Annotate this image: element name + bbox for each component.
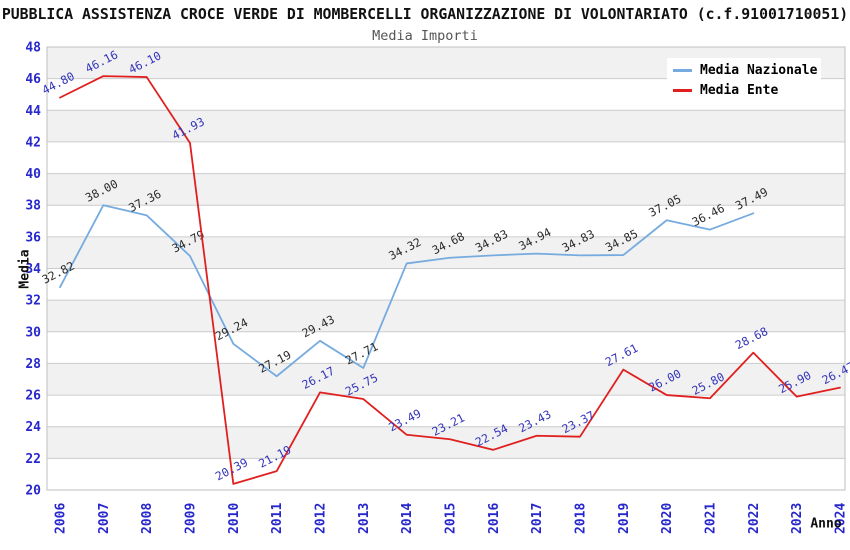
svg-text:2014: 2014 [400, 503, 415, 534]
svg-text:2023: 2023 [790, 503, 805, 534]
svg-text:48: 48 [25, 41, 41, 56]
svg-text:2011: 2011 [270, 503, 285, 534]
svg-text:2012: 2012 [314, 503, 329, 534]
x-axis-ticks: 2006 2007 2008 2009 2010 2011 2012 2013 2014 2015… [54, 503, 849, 534]
svg-text:20: 20 [25, 484, 41, 499]
svg-text:44: 44 [25, 104, 41, 119]
svg-text:2015: 2015 [444, 503, 459, 534]
svg-text:24: 24 [25, 420, 41, 435]
svg-text:42: 42 [25, 135, 41, 150]
svg-text:2016: 2016 [487, 503, 502, 534]
svg-text:2021: 2021 [704, 503, 719, 534]
svg-text:2013: 2013 [357, 503, 372, 534]
svg-text:2009: 2009 [184, 503, 199, 534]
legend-label-media-ente: Media Ente [700, 82, 779, 98]
chart-legend: Media Nazionale Media Ente [667, 58, 821, 104]
svg-text:2008: 2008 [140, 503, 155, 534]
svg-text:40: 40 [25, 167, 41, 182]
plot-border [46, 46, 846, 491]
chart-title: PUBBLICA ASSISTENZA CROCE VERDE DI MOMBE… [1, 6, 849, 23]
legend-item-media-nazionale: Media Nazionale [673, 60, 821, 80]
svg-text:2020: 2020 [660, 503, 675, 534]
y-axis-title: Media [17, 249, 33, 289]
y-axis-ticks: 20 22 24 26 28 30 32 34 36 38 40 42 44 46 48 [25, 41, 41, 499]
svg-text:46: 46 [25, 72, 41, 87]
svg-text:26: 26 [25, 389, 41, 404]
svg-text:2017: 2017 [530, 503, 545, 534]
media-ente-line-swatch [673, 88, 692, 92]
svg-text:30: 30 [25, 325, 41, 340]
x-axis-title: Anno [810, 516, 842, 532]
svg-text:22: 22 [25, 452, 41, 467]
svg-text:36: 36 [25, 230, 41, 245]
media-nazionale-line-swatch [673, 68, 692, 72]
svg-text:2024: 2024 [834, 503, 849, 534]
svg-text:32: 32 [25, 294, 41, 309]
svg-text:2006: 2006 [54, 503, 69, 534]
svg-text:2019: 2019 [617, 503, 632, 534]
legend-item-media-ente: Media Ente [673, 80, 821, 100]
chart-subtitle: Media Importi [372, 28, 478, 44]
svg-text:2018: 2018 [574, 503, 589, 534]
legend-label-media-nazionale: Media Nazionale [700, 62, 818, 78]
svg-text:2010: 2010 [227, 503, 242, 534]
svg-text:2022: 2022 [747, 503, 762, 534]
svg-text:38: 38 [25, 199, 41, 214]
svg-text:34: 34 [25, 262, 41, 277]
svg-text:28: 28 [25, 357, 41, 372]
svg-text:2007: 2007 [97, 503, 112, 534]
